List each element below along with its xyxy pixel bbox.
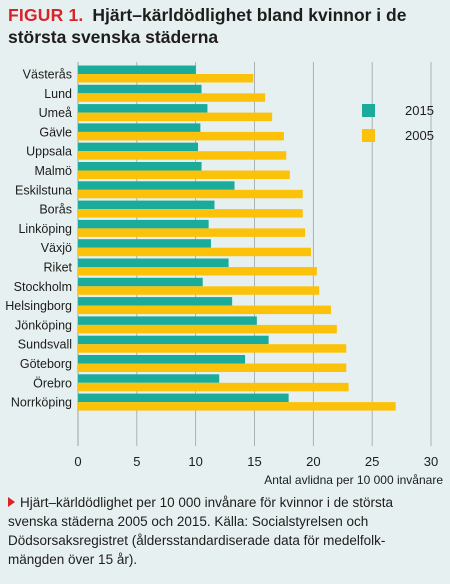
bar-2015: [78, 277, 203, 287]
figure-title-text: Hjärt–kärldödlighet bland kvinnor i de s…: [8, 5, 407, 47]
x-tick-label: 25: [365, 454, 379, 469]
category-label: Örebro: [33, 376, 72, 390]
bar-2005: [78, 189, 303, 199]
bar-2015: [78, 335, 269, 345]
x-axis-label: Antal avlidna per 10 000 invånare: [264, 473, 443, 487]
bar-2005: [78, 112, 273, 122]
category-label: Gävle: [39, 125, 72, 139]
x-tick-label: 15: [247, 454, 261, 469]
legend-swatch: [362, 104, 375, 117]
legend-label: 2005: [405, 128, 434, 143]
bar-2005: [78, 209, 303, 218]
category-label: Borås: [39, 203, 72, 217]
legend-swatch: [362, 129, 375, 142]
bar-2005: [78, 131, 284, 141]
category-label: Jönköping: [15, 318, 72, 332]
bar-2005: [78, 344, 347, 353]
bar-2015: [78, 239, 211, 248]
bar-2005: [78, 286, 320, 295]
x-tick-label: 5: [133, 454, 140, 469]
category-label: Sundsvall: [18, 338, 72, 352]
bar-2005: [78, 228, 306, 237]
figure-title: FIGUR 1. Hjärt–kärldödlighet bland kvinn…: [8, 4, 444, 48]
bar-2005: [78, 247, 311, 257]
category-label: Lund: [44, 87, 72, 101]
bar-2005: [78, 74, 254, 83]
x-tick-label: 30: [424, 454, 438, 469]
bar-2015: [78, 355, 246, 364]
bar-2015: [78, 104, 208, 113]
bar-2015: [78, 181, 235, 190]
bar-2005: [78, 402, 396, 411]
bar-2005: [78, 324, 337, 334]
bar-2005: [78, 267, 317, 276]
bar-2015: [78, 374, 220, 383]
bar-2015: [78, 123, 201, 132]
category-label: Västerås: [23, 68, 72, 82]
chart: Västerås Lund Umeå Gävle Uppsala Malmö Eskilst…: [5, 62, 443, 487]
bar-2005: [78, 151, 287, 160]
legend-label: 2015: [405, 103, 434, 118]
x-tick-label: 10: [188, 454, 202, 469]
figure-label: FIGUR 1.: [8, 5, 84, 25]
figure-caption: Hjärt–kärldödlighet per 10 000 invånare …: [8, 493, 438, 569]
bar-2005: [78, 170, 290, 179]
bar-2015: [78, 162, 202, 171]
bar-2015: [78, 200, 215, 210]
category-label: Helsingborg: [5, 299, 72, 313]
category-label: Riket: [44, 261, 73, 275]
x-tick-label: 20: [306, 454, 320, 469]
bar-2015: [78, 297, 233, 306]
bar-2015: [78, 84, 202, 94]
category-label: Linköping: [18, 222, 72, 236]
bar-2005: [78, 363, 347, 372]
category-label: Umeå: [39, 106, 72, 120]
bar-2015: [78, 65, 196, 74]
category-label: Växjö: [41, 241, 72, 255]
bar-2005: [78, 305, 331, 315]
bar-2015: [78, 142, 199, 152]
bar-2005: [78, 382, 349, 392]
bar-2015: [78, 258, 229, 267]
category-label: Uppsala: [26, 145, 72, 159]
category-label: Malmö: [34, 164, 72, 178]
category-label: Stockholm: [14, 280, 72, 294]
category-label: Norrköping: [11, 396, 72, 410]
bar-2015: [78, 316, 257, 325]
caption-arrow-icon: [8, 497, 15, 507]
figure-caption-text: Hjärt–kärldödlighet per 10 000 invånare …: [8, 495, 393, 567]
bar-2015: [78, 219, 209, 229]
x-tick-label: 0: [74, 454, 81, 469]
category-label: Eskilstuna: [15, 183, 72, 197]
bar-2015: [78, 393, 289, 403]
category-label: Göteborg: [20, 357, 72, 371]
bar-2005: [78, 93, 266, 102]
